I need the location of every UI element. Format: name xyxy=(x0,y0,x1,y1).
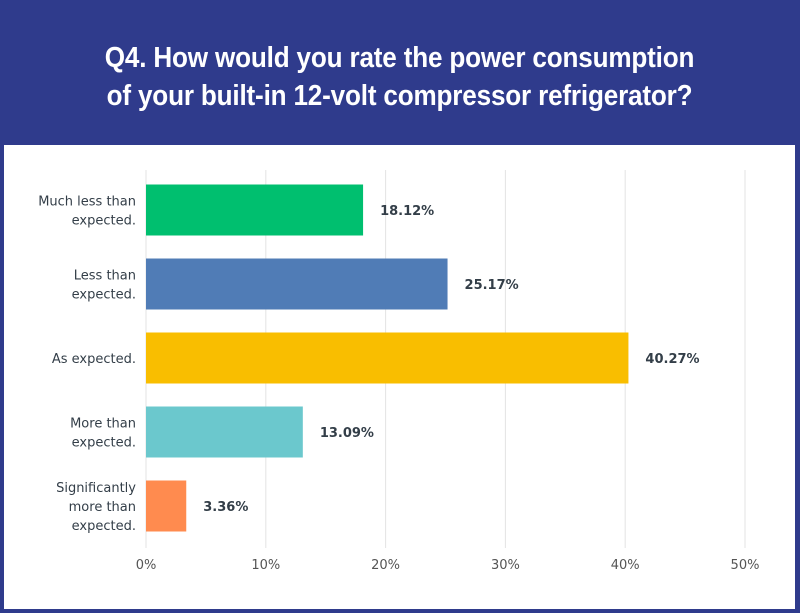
bar-value-label: 40.27% xyxy=(645,352,699,367)
category-label: As expected. xyxy=(52,352,136,367)
bar xyxy=(146,332,629,384)
bar xyxy=(146,258,448,310)
title-line-1: Q4. How would you rate the power consump… xyxy=(105,41,695,74)
category-label-line: expected. xyxy=(72,436,136,451)
bar xyxy=(146,480,187,532)
category-label-line: Significantly xyxy=(56,481,136,496)
header-banner: Q4. How would you rate the power consump… xyxy=(0,0,800,145)
category-label-line: Less than xyxy=(74,269,136,284)
category-label-line: More than xyxy=(70,417,136,432)
x-tick-label: 20% xyxy=(371,558,400,573)
bar-value-label: 3.36% xyxy=(203,500,248,515)
category-label-line: expected. xyxy=(72,288,136,303)
x-tick-label: 10% xyxy=(251,558,280,573)
category-label-line: As expected. xyxy=(52,352,136,367)
category-label: Significantly more than expected. xyxy=(56,481,136,534)
x-tick-label: 50% xyxy=(731,558,760,573)
chart-title: Q4. How would you rate the power consump… xyxy=(105,39,695,115)
bar-value-label: 18.12% xyxy=(380,204,434,219)
chart-panel: 0% 10% 20% 30% 40% 50% 18.12% Much less than exp… xyxy=(4,145,795,609)
category-label-line: expected. xyxy=(72,214,136,229)
category-label: Much less than expected. xyxy=(38,195,136,229)
category-label-line: Much less than xyxy=(38,195,136,210)
bar xyxy=(146,406,303,458)
category-label-line: expected. xyxy=(72,519,136,534)
category-label: Less than expected. xyxy=(72,269,136,303)
category-label: More than expected. xyxy=(70,417,136,451)
x-tick-label: 0% xyxy=(136,558,157,573)
title-line-2: of your built-in 12-volt compressor refr… xyxy=(107,79,693,112)
category-label-line: more than xyxy=(69,500,136,515)
x-tick-label: 40% xyxy=(611,558,640,573)
bar-value-label: 13.09% xyxy=(320,426,374,441)
x-tick-label: 30% xyxy=(491,558,520,573)
bar-chart: 0% 10% 20% 30% 40% 50% 18.12% Much less than exp… xyxy=(38,170,760,573)
bar-value-label: 25.17% xyxy=(465,278,519,293)
bar xyxy=(146,184,364,236)
